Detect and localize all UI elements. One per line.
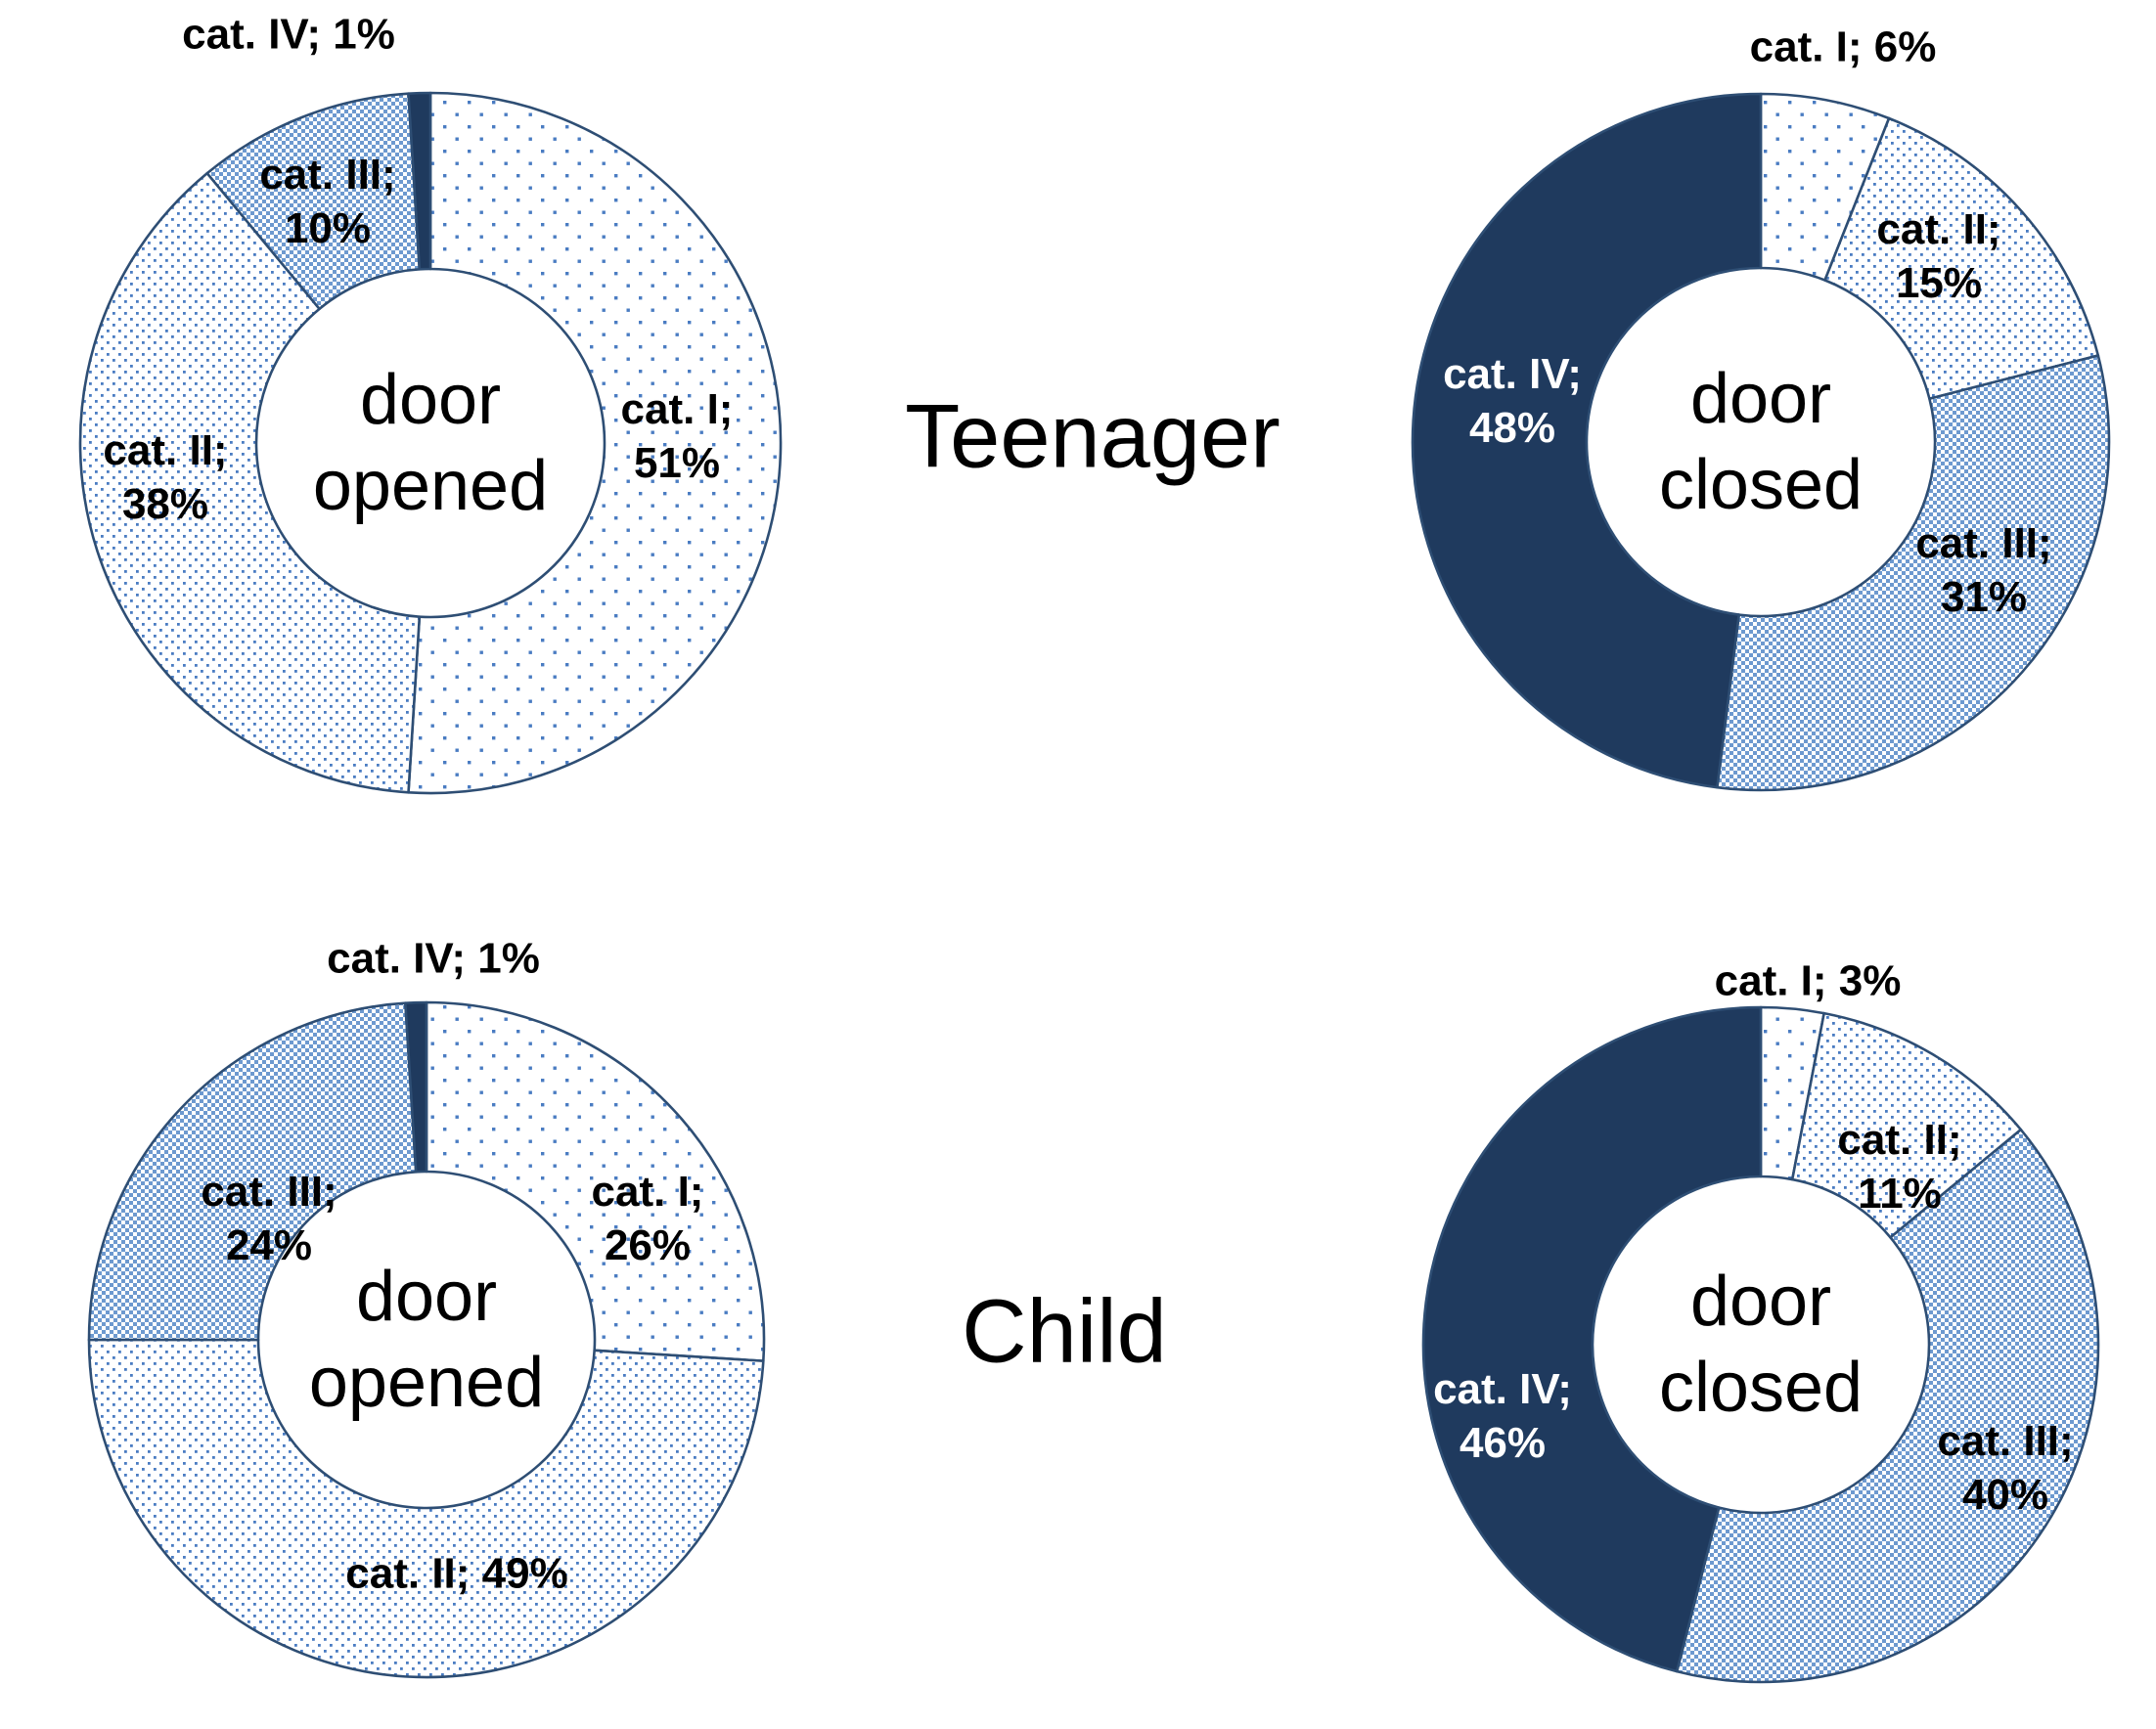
slice-label-teenager-door-closed-cat-ii: 15% <box>1896 259 1982 307</box>
group-label-teenager: Teenager <box>905 386 1280 487</box>
group-label-child: Child <box>962 1281 1167 1382</box>
donut-chart-child-door-opened: door opened cat. I; 26% cat. II; 49% cat. III… <box>87 935 766 1679</box>
slice-label-teenager-door-closed-cat-i: cat. I; 6% <box>1750 23 1937 71</box>
center-label-child-door-closed: door <box>1690 1263 1831 1341</box>
slice-child-door-opened-cat-ii <box>87 1338 765 1679</box>
slice-label-child-door-closed-cat-iii: 40% <box>1962 1471 2048 1519</box>
slice-label-teenager-door-closed-cat-iii: cat. III; <box>1915 519 2051 567</box>
slice-teenager-door-opened-cat-ii <box>78 171 422 794</box>
slice-label-child-door-opened-cat-iv: cat. IV; 1% <box>327 935 540 983</box>
slice-child-door-closed-cat-iv <box>1421 1005 1763 1673</box>
center-label-child-door-opened: opened <box>309 1344 544 1422</box>
slice-label-child-door-opened-cat-iii: cat. III; <box>201 1168 337 1216</box>
slice-label-child-door-closed-cat-ii: 11% <box>1858 1170 1942 1218</box>
donut-chart-teenager-door-closed: door closed cat. I; 6% cat. II; 15% cat. III;… <box>1411 23 2111 792</box>
slice-child-door-closed-cat-ii <box>1790 1011 2023 1239</box>
slice-label-teenager-door-closed-cat-iii: 31% <box>1941 573 2027 621</box>
center-label-child-door-opened: door <box>356 1258 497 1336</box>
slice-label-child-door-closed-cat-iii: cat. III; <box>1937 1417 2073 1465</box>
slice-label-child-door-opened-cat-i: cat. I; <box>592 1168 704 1216</box>
slice-label-teenager-door-opened-cat-iii: 10% <box>285 204 371 252</box>
slice-teenager-door-closed-cat-ii <box>1823 116 2100 401</box>
slice-teenager-door-opened-cat-i <box>407 91 783 795</box>
donut-chart-child-door-closed: door closed cat. I; 3% cat. II; 11% cat. III;… <box>1421 957 2100 1684</box>
slice-child-door-closed-cat-iii <box>1675 1128 2100 1684</box>
slice-label-child-door-closed-cat-iv: 46% <box>1460 1419 1546 1467</box>
slice-label-teenager-door-opened-cat-ii: 38% <box>122 480 208 528</box>
slice-label-child-door-closed-cat-ii: cat. II; <box>1837 1116 1961 1164</box>
slice-label-child-door-opened-cat-i: 26% <box>605 1221 691 1269</box>
charts-root: door opened cat. I; 51% cat. II; 38% cat. III;… <box>78 11 2111 1684</box>
slice-label-teenager-door-opened-cat-iv: cat. IV; 1% <box>182 11 395 59</box>
center-label-teenager-door-closed: door <box>1690 360 1831 438</box>
center-label-teenager-door-opened: door <box>360 361 501 439</box>
donut-chart-teenager-door-opened: door opened cat. I; 51% cat. II; 38% cat. III;… <box>78 11 783 795</box>
slice-child-door-opened-cat-i <box>425 1000 766 1362</box>
slice-teenager-door-opened-cat-iv <box>407 91 432 271</box>
slice-label-teenager-door-opened-cat-ii: cat. II; <box>103 426 227 474</box>
slice-teenager-door-closed-cat-iii <box>1716 354 2111 792</box>
slice-label-teenager-door-closed-cat-iv: cat. IV; <box>1443 350 1582 398</box>
slice-child-door-opened-cat-iv <box>404 1000 428 1174</box>
center-label-teenager-door-opened: opened <box>313 447 548 525</box>
slice-label-teenager-door-opened-cat-i: 51% <box>634 439 720 487</box>
slice-label-child-door-opened-cat-iii: 24% <box>226 1221 312 1269</box>
slice-label-teenager-door-closed-cat-iv: 48% <box>1469 404 1555 452</box>
slice-label-teenager-door-opened-cat-iii: cat. III; <box>259 151 395 199</box>
slice-teenager-door-closed-cat-iv <box>1411 92 1763 789</box>
slice-label-child-door-closed-cat-iv: cat. IV; <box>1433 1365 1572 1413</box>
slice-label-child-door-opened-cat-ii: cat. II; 49% <box>345 1550 567 1598</box>
center-label-teenager-door-closed: closed <box>1659 446 1863 524</box>
center-label-child-door-closed: closed <box>1659 1349 1863 1427</box>
slice-label-teenager-door-opened-cat-i: cat. I; <box>621 385 734 433</box>
slice-label-child-door-closed-cat-i: cat. I; 3% <box>1715 957 1902 1005</box>
slice-label-teenager-door-closed-cat-ii: cat. II; <box>1876 205 2000 253</box>
slice-child-door-opened-cat-iii <box>87 1001 418 1342</box>
